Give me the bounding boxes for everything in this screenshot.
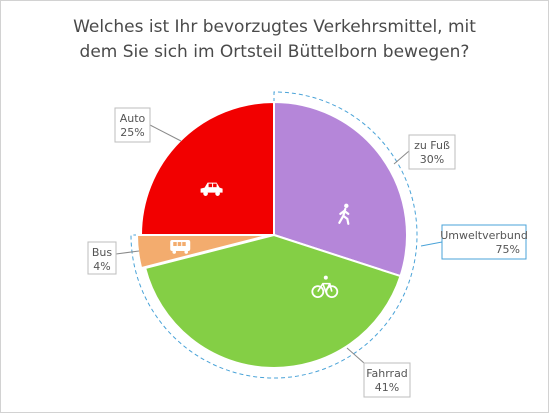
callout-box [114,107,151,143]
bicycle-icon [311,275,339,299]
chart-title-line-2: dem Sie sich im Ortsteil Büttelborn bewe… [79,42,470,62]
callout-value: 4% [93,260,110,273]
group-outline-path [130,91,418,379]
callout-box [87,241,117,275]
callout-value: 25% [120,126,144,139]
umweltverbund-group-outline [130,91,418,379]
walking-person-icon [338,203,350,225]
callout-label: Umweltverbund [440,229,528,242]
callout-label: zu Fuß [414,139,450,152]
callout-leader-line [420,241,443,247]
callout-label: Bus [92,246,113,259]
callout-box [363,362,411,398]
callout-value: 41% [375,381,399,394]
slice-icons [170,182,350,299]
callout-leader-line [346,347,365,364]
callout-leader-line [115,250,140,255]
callout-box [408,134,456,170]
bus-icon [170,240,191,254]
callout-leader-line [149,124,182,142]
chart-title: Welches ist Ihr bevorzugtes Verkehrsmitt… [1,15,548,65]
callout-label: Auto [120,112,146,125]
pie-slice-zu-fuss [273,100,408,278]
callout-leader-line [393,150,410,165]
callout-value: 75% [496,243,520,256]
callout-box [441,224,527,260]
pie-slices [135,100,408,369]
car-icon [200,182,223,196]
pie-slice-fahrrad [143,233,402,369]
callout-label: Fahrrad [366,367,408,380]
callout-value: 30% [420,153,444,166]
chart-title-line-1: Welches ist Ihr bevorzugtes Verkehrsmitt… [73,17,476,37]
pie-slice-auto [139,100,275,236]
